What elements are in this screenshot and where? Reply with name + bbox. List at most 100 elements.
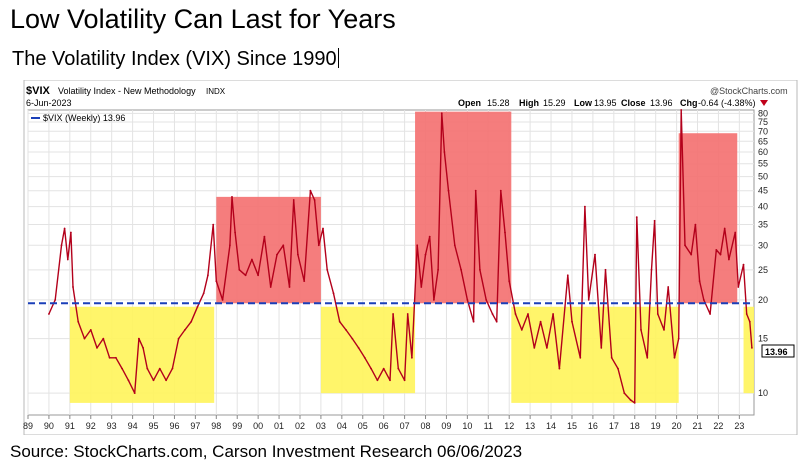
series-point: [102, 337, 105, 340]
series-point: [702, 299, 705, 301]
x-tick-label: 16: [588, 421, 598, 431]
series-point: [443, 151, 446, 153]
series-point: [322, 227, 324, 230]
y-tick-label: 75: [758, 117, 768, 127]
x-tick-label: 94: [128, 421, 138, 431]
series-point: [571, 320, 573, 323]
series-point: [424, 253, 427, 256]
series-point: [663, 329, 665, 331]
x-tick-label: 99: [232, 421, 242, 431]
series-point: [127, 379, 130, 382]
region-high-2007-2012: [415, 111, 512, 304]
slide-title: Low Volatility Can Last for Years: [10, 4, 396, 34]
series-point: [728, 258, 730, 261]
ohlc-low-label: Low: [574, 98, 593, 108]
slide-subtitle: The Volatility Index (VIX) Since 1990: [12, 48, 339, 71]
ohlc-close: 13.96: [650, 98, 673, 108]
x-tick-label: 10: [462, 421, 472, 431]
series-point: [690, 253, 693, 256]
series-point: [108, 356, 111, 359]
x-tick-label: 03: [316, 421, 326, 431]
series-point: [234, 231, 237, 234]
series-point: [406, 313, 409, 315]
x-tick-label: 07: [400, 421, 410, 431]
x-tick-label: 91: [65, 421, 75, 431]
series-point: [520, 329, 523, 331]
series-point: [115, 356, 117, 359]
y-tick-label: 25: [758, 265, 768, 275]
series-point: [72, 286, 74, 288]
region-low-2003-2007: [320, 306, 416, 394]
x-tick-label: 14: [546, 421, 556, 431]
chart-brand: @StockCharts.com: [710, 86, 788, 96]
series-point: [177, 337, 180, 340]
chart-symbol: $VIX: [26, 85, 51, 97]
series-point: [288, 286, 291, 288]
last-value-box: [761, 344, 795, 358]
series-point: [673, 356, 676, 359]
series-point: [282, 244, 285, 247]
y-tick-label: 40: [758, 202, 768, 212]
series-point: [231, 196, 233, 198]
series-point: [89, 329, 92, 331]
series-point: [309, 189, 312, 192]
last-value-badge: 13.96: [761, 344, 795, 358]
series-point: [357, 347, 360, 349]
series-point: [70, 231, 72, 234]
series-point: [558, 367, 561, 370]
x-tick-label: 96: [169, 421, 179, 431]
series-point: [617, 367, 619, 370]
series-point: [633, 402, 636, 404]
series-point: [221, 299, 224, 301]
last-value-label: 13.96: [765, 347, 788, 357]
series-point: [514, 313, 517, 315]
ohlc-high-label: High: [519, 98, 539, 108]
series-point: [397, 367, 400, 370]
x-tick-label: 98: [211, 421, 221, 431]
series-point: [600, 347, 603, 349]
series-point: [437, 268, 439, 271]
series-point: [416, 244, 419, 247]
x-tick-label: 18: [630, 421, 640, 431]
ohlc-chg: -0.64 (-4.38%): [698, 98, 756, 108]
series-point: [719, 253, 722, 256]
series-point: [656, 313, 659, 315]
chart-legend: $VIX (Weekly) 13.96: [31, 113, 125, 123]
x-tick-label: 05: [358, 421, 368, 431]
x-tick-label: 08: [421, 421, 431, 431]
x-tick-label: 23: [734, 421, 744, 431]
region-low-2023: [743, 306, 754, 394]
series-point: [297, 253, 299, 256]
series-point: [238, 268, 241, 271]
series-point: [257, 274, 259, 277]
ohlc-high: 15.29: [543, 98, 566, 108]
x-tick-label: 06: [379, 421, 389, 431]
chart-symbol-tag: INDX: [206, 87, 226, 96]
series-point: [466, 299, 469, 301]
series-point: [403, 379, 406, 382]
series-point: [428, 235, 431, 238]
series-point: [715, 249, 718, 251]
ohlc-chg-label: Chg: [680, 98, 698, 108]
x-tick-label: 19: [651, 421, 661, 431]
x-tick-label: 89: [23, 421, 33, 431]
x-tick-label: 13: [525, 421, 535, 431]
series-point: [751, 347, 753, 349]
series-point: [650, 268, 653, 271]
x-tick-label: 02: [295, 421, 305, 431]
series-point: [338, 320, 341, 323]
series-point: [121, 367, 123, 370]
ohlc-open-label: Open: [458, 98, 481, 108]
series-point: [48, 313, 50, 315]
series-point: [433, 299, 435, 301]
series-point: [244, 274, 247, 277]
series-point: [504, 231, 506, 234]
series-point: [745, 313, 748, 315]
series-point: [54, 299, 57, 301]
series-point: [142, 347, 145, 349]
series-point: [133, 392, 136, 394]
x-tick-label: 92: [86, 421, 96, 431]
series-point: [579, 356, 582, 359]
series-point: [604, 268, 607, 271]
